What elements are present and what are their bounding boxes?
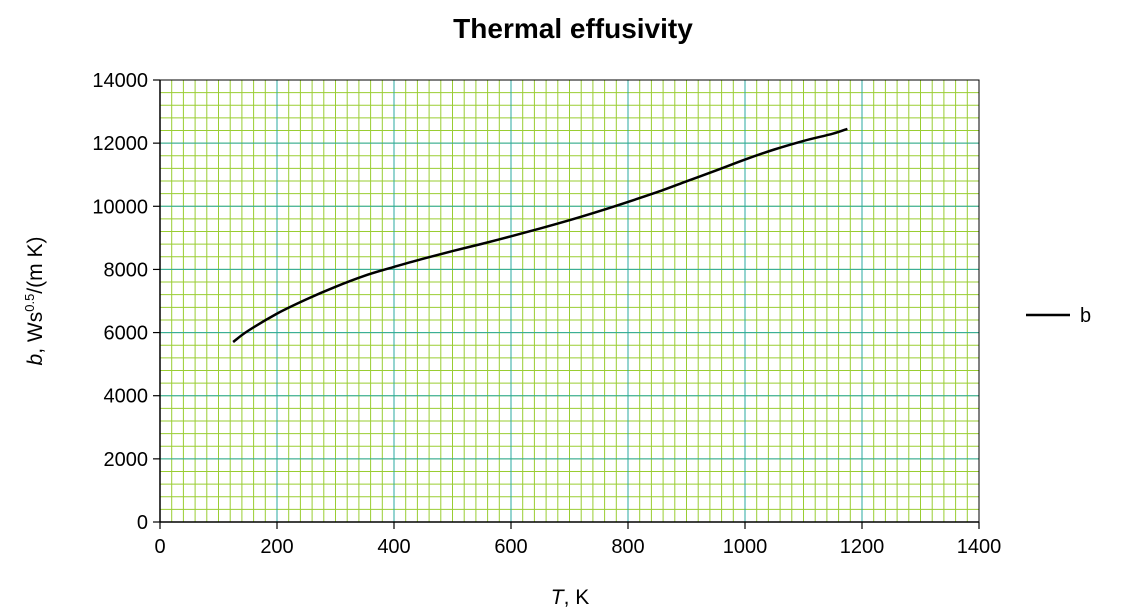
y-axis-unit-sup: 0.5 <box>22 294 37 312</box>
x-axis-unit: , K <box>564 586 590 609</box>
y-axis-var: b <box>24 353 47 365</box>
legend-label-b: b <box>1080 305 1091 327</box>
x-axis-label: T, K <box>551 586 590 609</box>
y-axis-unit-pre: , Ws <box>24 312 47 354</box>
y-tick-label: 6000 <box>104 323 149 345</box>
y-tick-label: 2000 <box>104 449 149 471</box>
y-tick-label: 0 <box>137 512 148 534</box>
axes <box>153 79 980 529</box>
y-axis-unit-post: /(m K) <box>24 237 47 294</box>
x-tick-label: 1200 <box>840 536 885 558</box>
series-layer <box>232 127 848 344</box>
grid-minor <box>159 79 980 523</box>
chart-title: Thermal effusivity <box>453 13 693 44</box>
x-tick-label: 0 <box>154 536 165 558</box>
y-axis-label: b, Ws0.5/(m K) <box>22 237 47 366</box>
x-tick-labels: 0 200 400 600 800 1000 1200 1400 <box>154 536 1001 558</box>
x-tick-label: 200 <box>260 536 293 558</box>
x-tick-label: 400 <box>377 536 410 558</box>
y-tick-label: 4000 <box>104 386 149 408</box>
x-axis-var: T <box>551 586 566 609</box>
y-tick-labels: 0 2000 4000 6000 8000 10000 12000 14000 <box>92 70 148 534</box>
series-line-b <box>232 127 848 344</box>
x-tick-label: 800 <box>611 536 644 558</box>
y-tick-label: 8000 <box>104 259 149 281</box>
y-tick-label: 12000 <box>92 133 148 155</box>
x-tick-label: 1400 <box>957 536 1002 558</box>
legend: b <box>1026 305 1091 327</box>
y-tick-label: 10000 <box>92 196 148 218</box>
x-tick-label: 1000 <box>723 536 768 558</box>
y-tick-label: 14000 <box>92 70 148 92</box>
x-tick-label: 600 <box>494 536 527 558</box>
